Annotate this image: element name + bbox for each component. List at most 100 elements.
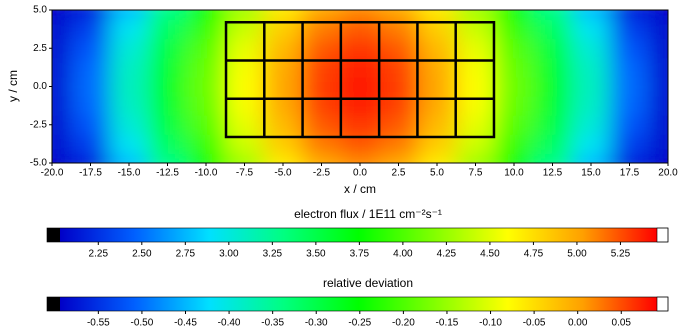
contour-cell — [340, 38, 380, 59]
contour-cell — [302, 96, 342, 116]
contour-cell — [52, 115, 72, 135]
colorbar-tick-label: -0.30 — [305, 318, 328, 329]
colorbar-tick-label: 2.25 — [89, 249, 109, 260]
contour-cell — [456, 115, 496, 135]
colorbar-over — [656, 296, 669, 312]
colorbar-tick-label: 3.75 — [350, 249, 370, 260]
contour-cell — [379, 96, 419, 116]
contour-cell — [302, 10, 342, 21]
contour-cell — [340, 10, 380, 21]
contour-cell — [571, 57, 611, 78]
contour-cell — [533, 38, 573, 59]
colorbar-title: relative deviation — [323, 276, 413, 290]
contour-cell — [571, 38, 611, 59]
x-tick-label: 2.5 — [392, 168, 406, 179]
contour-cell — [263, 96, 303, 116]
contour-cell — [263, 115, 303, 135]
colorbar-under — [47, 297, 60, 311]
contour-cell — [263, 38, 303, 59]
colorbar-tick-label: -0.45 — [174, 318, 197, 329]
contour-cell — [648, 57, 668, 78]
contour-cell — [610, 96, 650, 116]
contour-cell — [571, 134, 611, 154]
contour-cell — [494, 134, 534, 154]
colorbar-tick-label: 4.50 — [480, 249, 500, 260]
contour-cell — [417, 96, 457, 116]
contour-cell — [148, 57, 188, 78]
contour-cell — [71, 153, 111, 163]
y-tick-label: -2.5 — [30, 119, 48, 130]
y-tick-label: 0.0 — [33, 81, 47, 92]
x-tick-label: -2.5 — [313, 168, 331, 179]
contour-cell — [494, 57, 534, 78]
contour-cell — [263, 76, 303, 97]
contour-cell — [52, 76, 72, 97]
contour-cell — [52, 38, 72, 59]
colorbar-tick-label: -0.10 — [479, 318, 502, 329]
y-axis-label: y / cm — [6, 70, 20, 102]
contour-cell — [109, 57, 149, 78]
contour-cell — [533, 10, 573, 21]
contour-cell — [494, 10, 534, 21]
contour-cell — [71, 57, 111, 78]
contour-cell — [186, 19, 226, 40]
contour-cell — [340, 96, 380, 116]
contour-cell — [340, 153, 380, 163]
contour-cell — [494, 115, 534, 135]
colorbar-tick-label: 4.25 — [437, 249, 457, 260]
contour-cell — [225, 10, 265, 21]
contour-cell — [302, 38, 342, 59]
contour-cell — [52, 10, 72, 21]
contour-cell — [302, 19, 342, 40]
contour-cell — [225, 38, 265, 59]
contour-field — [52, 10, 668, 163]
contour-cell — [456, 134, 496, 154]
contour-cell — [186, 153, 226, 163]
contour-cell — [379, 38, 419, 59]
contour-cell — [186, 115, 226, 135]
contour-cell — [648, 76, 668, 97]
contour-cell — [148, 96, 188, 116]
x-tick-label: 20.0 — [658, 168, 678, 179]
colorbar-over — [656, 227, 669, 243]
contour-cell — [71, 38, 111, 59]
colorbar-under — [47, 228, 60, 242]
contour-cell — [186, 134, 226, 154]
contour-cell — [263, 153, 303, 163]
contour-cell — [610, 19, 650, 40]
contour-cell — [494, 38, 534, 59]
contour-cell — [417, 38, 457, 59]
x-tick-label: 17.5 — [620, 168, 640, 179]
contour-cell — [533, 134, 573, 154]
contour-cell — [533, 57, 573, 78]
contour-cell — [302, 76, 342, 97]
contour-cell — [225, 115, 265, 135]
x-tick-label: -10.0 — [195, 168, 218, 179]
contour-cell — [148, 76, 188, 97]
contour-cell — [71, 19, 111, 40]
colorbar-tick-label: 5.25 — [611, 249, 631, 260]
contour-cell — [417, 134, 457, 154]
colorbar-tick-label: -0.40 — [218, 318, 241, 329]
contour-cell — [340, 115, 380, 135]
contour-cell — [610, 10, 650, 21]
contour-cell — [379, 115, 419, 135]
contour-cell — [571, 115, 611, 135]
contour-cell — [417, 76, 457, 97]
colorbar-tick-label: -0.05 — [523, 318, 546, 329]
contour-cell — [71, 10, 111, 21]
contour-cell — [148, 153, 188, 163]
contour-cell — [648, 10, 668, 21]
contour-cell — [109, 19, 149, 40]
contour-cell — [109, 96, 149, 116]
colorbar-tick-label: -0.55 — [87, 318, 110, 329]
contour-cell — [456, 153, 496, 163]
contour-cell — [533, 96, 573, 116]
contour-cell — [379, 134, 419, 154]
x-tick-label: 15.0 — [581, 168, 601, 179]
contour-cell — [417, 57, 457, 78]
contour-cell — [533, 76, 573, 97]
contour-cell — [571, 76, 611, 97]
contour-cell — [648, 115, 668, 135]
